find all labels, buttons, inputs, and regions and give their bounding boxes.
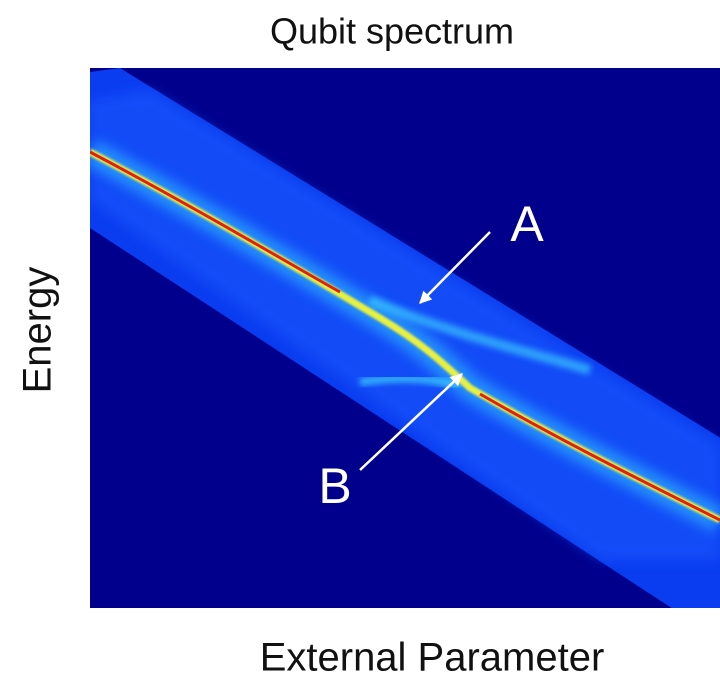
annotation: B [318, 458, 351, 514]
chart: Qubit spectrum A B Energy External Param… [0, 0, 720, 682]
chart-title: Qubit spectrum [270, 11, 514, 52]
spectrum-image [90, 68, 720, 620]
y-axis-label: Energy [16, 267, 60, 394]
x-axis-label: External Parameter [260, 636, 605, 680]
annotation: A [510, 196, 544, 252]
